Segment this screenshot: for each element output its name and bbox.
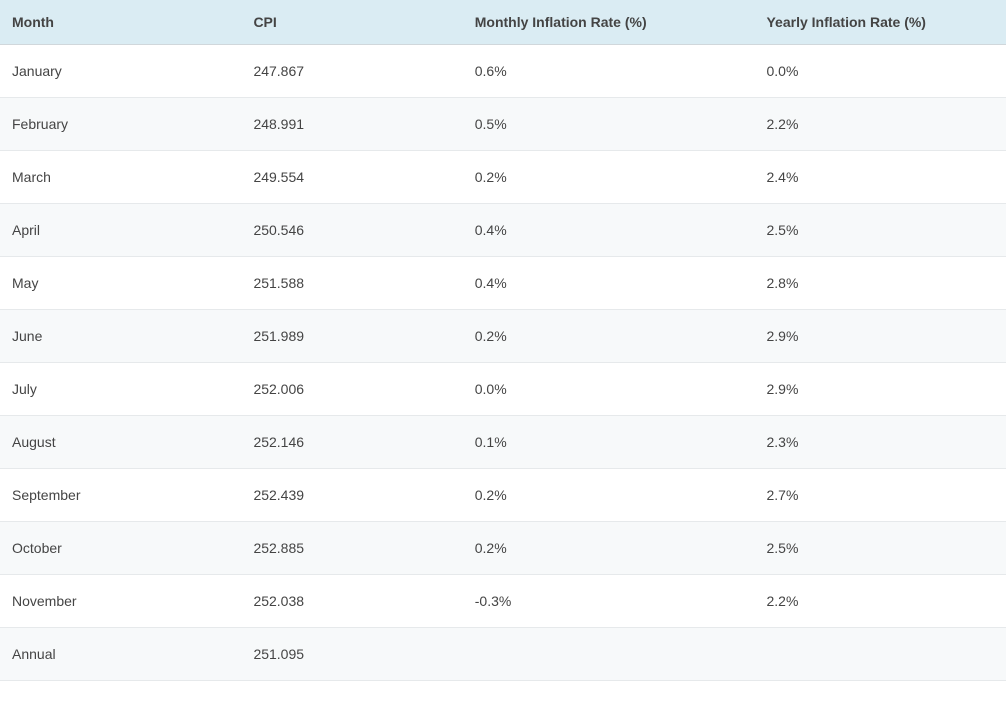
table-row: February 248.991 0.5% 2.2% xyxy=(0,98,1006,151)
cell-cpi: 250.546 xyxy=(241,204,462,257)
table-row: August 252.146 0.1% 2.3% xyxy=(0,416,1006,469)
cell-month: May xyxy=(0,257,241,310)
cell-cpi: 252.006 xyxy=(241,363,462,416)
cell-monthly: 0.6% xyxy=(463,45,755,98)
cell-yearly: 2.8% xyxy=(754,257,1006,310)
table-row: March 249.554 0.2% 2.4% xyxy=(0,151,1006,204)
cell-month: Annual xyxy=(0,628,241,681)
cell-cpi: 251.989 xyxy=(241,310,462,363)
table-row: January 247.867 0.6% 0.0% xyxy=(0,45,1006,98)
col-header-yearly: Yearly Inflation Rate (%) xyxy=(754,0,1006,45)
cell-monthly: 0.2% xyxy=(463,310,755,363)
cell-month: October xyxy=(0,522,241,575)
table-row: July 252.006 0.0% 2.9% xyxy=(0,363,1006,416)
cell-yearly: 2.4% xyxy=(754,151,1006,204)
cell-yearly: 2.7% xyxy=(754,469,1006,522)
cell-month: January xyxy=(0,45,241,98)
cell-month: June xyxy=(0,310,241,363)
cell-cpi: 252.146 xyxy=(241,416,462,469)
table-row: October 252.885 0.2% 2.5% xyxy=(0,522,1006,575)
cell-month: July xyxy=(0,363,241,416)
table-row: September 252.439 0.2% 2.7% xyxy=(0,469,1006,522)
cell-month: November xyxy=(0,575,241,628)
cell-cpi: 252.038 xyxy=(241,575,462,628)
table-row: April 250.546 0.4% 2.5% xyxy=(0,204,1006,257)
table-row: Annual 251.095 xyxy=(0,628,1006,681)
cell-cpi: 252.439 xyxy=(241,469,462,522)
cell-monthly xyxy=(463,628,755,681)
cell-monthly: 0.2% xyxy=(463,469,755,522)
cell-yearly: 2.2% xyxy=(754,98,1006,151)
col-header-cpi: CPI xyxy=(241,0,462,45)
cell-monthly: 0.2% xyxy=(463,522,755,575)
cell-yearly: 2.5% xyxy=(754,204,1006,257)
cell-yearly: 2.9% xyxy=(754,310,1006,363)
cell-monthly: 0.5% xyxy=(463,98,755,151)
inflation-table-container: Month CPI Monthly Inflation Rate (%) Yea… xyxy=(0,0,1006,681)
cell-monthly: 0.1% xyxy=(463,416,755,469)
cell-month: September xyxy=(0,469,241,522)
cell-monthly: -0.3% xyxy=(463,575,755,628)
cell-month: March xyxy=(0,151,241,204)
cell-cpi: 251.095 xyxy=(241,628,462,681)
cell-yearly xyxy=(754,628,1006,681)
table-row: June 251.989 0.2% 2.9% xyxy=(0,310,1006,363)
col-header-monthly: Monthly Inflation Rate (%) xyxy=(463,0,755,45)
table-row: May 251.588 0.4% 2.8% xyxy=(0,257,1006,310)
cell-monthly: 0.0% xyxy=(463,363,755,416)
cell-yearly: 2.9% xyxy=(754,363,1006,416)
cell-cpi: 252.885 xyxy=(241,522,462,575)
table-row: November 252.038 -0.3% 2.2% xyxy=(0,575,1006,628)
inflation-table: Month CPI Monthly Inflation Rate (%) Yea… xyxy=(0,0,1006,681)
cell-cpi: 247.867 xyxy=(241,45,462,98)
cell-month: August xyxy=(0,416,241,469)
cell-yearly: 0.0% xyxy=(754,45,1006,98)
cell-yearly: 2.2% xyxy=(754,575,1006,628)
cell-yearly: 2.5% xyxy=(754,522,1006,575)
cell-monthly: 0.4% xyxy=(463,257,755,310)
cell-monthly: 0.2% xyxy=(463,151,755,204)
col-header-month: Month xyxy=(0,0,241,45)
table-header: Month CPI Monthly Inflation Rate (%) Yea… xyxy=(0,0,1006,45)
cell-yearly: 2.3% xyxy=(754,416,1006,469)
table-body: January 247.867 0.6% 0.0% February 248.9… xyxy=(0,45,1006,681)
cell-month: April xyxy=(0,204,241,257)
cell-month: February xyxy=(0,98,241,151)
cell-cpi: 251.588 xyxy=(241,257,462,310)
cell-cpi: 248.991 xyxy=(241,98,462,151)
cell-cpi: 249.554 xyxy=(241,151,462,204)
cell-monthly: 0.4% xyxy=(463,204,755,257)
